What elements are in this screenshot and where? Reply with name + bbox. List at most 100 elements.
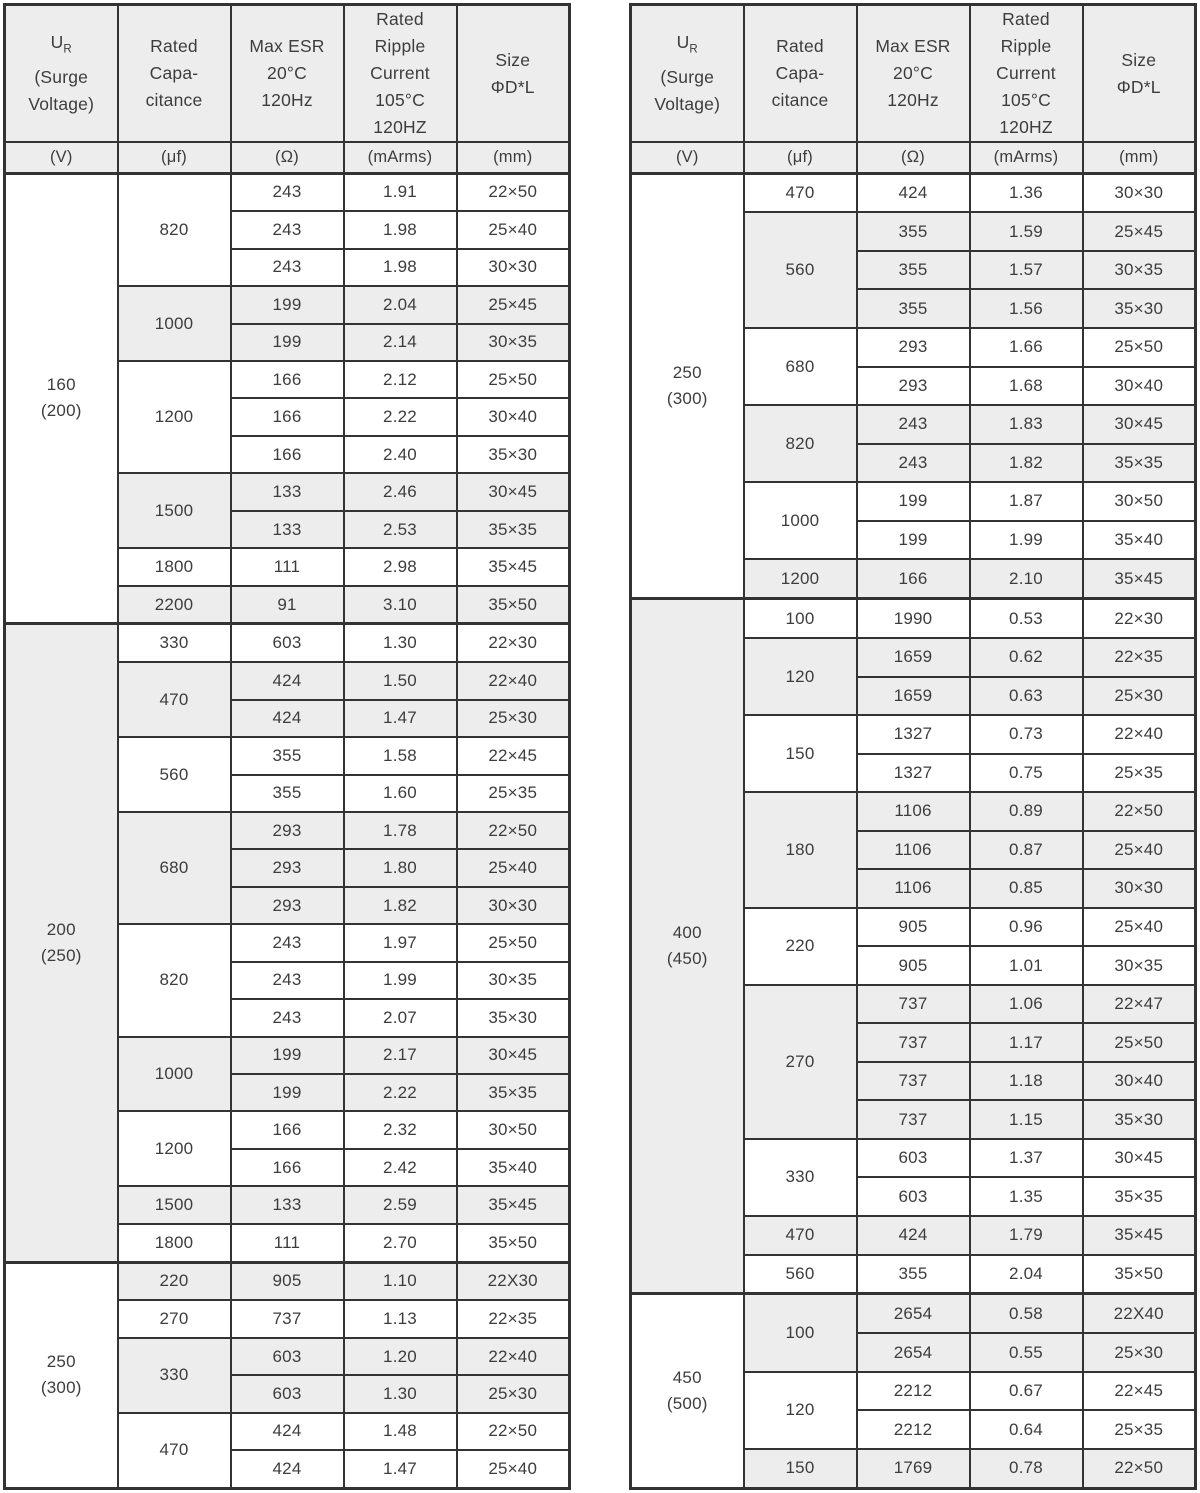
ur-symbol: UR — [50, 32, 72, 56]
col-header-voltage-label: (Surge Voltage) — [28, 66, 95, 114]
ripple-current-cell: 1.83 — [968, 404, 1084, 445]
esr-cell: 166 — [229, 434, 345, 475]
size-cell: 35×35 — [1081, 442, 1197, 484]
ripple-current-cell: 1.47 — [342, 1449, 458, 1490]
ripple-current-cell: 0.78 — [968, 1447, 1084, 1490]
table-row: 1659 0.63 25×30 — [631, 675, 1197, 717]
capacitance-cell: 470 — [116, 661, 232, 739]
esr-cell: 166 — [229, 1110, 345, 1150]
col-header-voltage: UR (Surge Voltage) — [629, 3, 745, 143]
table-row: 166 2.22 30×40 — [5, 397, 571, 437]
capacitance-cell: 470 — [742, 171, 858, 214]
ripple-current-cell: 0.64 — [968, 1409, 1084, 1450]
size-cell: 22X30 — [455, 1260, 571, 1302]
voltage-cell: 400 (450) — [629, 597, 745, 1295]
capacitance-cell: 180 — [742, 791, 858, 909]
size-cell: 35×45 — [455, 1185, 571, 1225]
ripple-current-cell: 1.80 — [342, 848, 458, 888]
ripple-current-cell: 2.40 — [342, 434, 458, 475]
size-cell: 35×40 — [1081, 519, 1197, 561]
ripple-current-cell: 1.48 — [342, 1411, 458, 1452]
table-row: 1000 199 2.17 30×45 — [5, 1035, 571, 1113]
table-row: 737 1.15 35×30 — [631, 1099, 1197, 1140]
capacitance-cell: 680 — [742, 326, 858, 407]
size-cell: 35×50 — [1081, 1253, 1197, 1295]
esr-cell: 1659 — [855, 675, 971, 717]
size-cell: 22×50 — [1081, 1447, 1197, 1490]
esr-cell: 243 — [229, 171, 345, 213]
capacitance-cell: 1200 — [116, 1110, 232, 1188]
ripple-current-cell: 1.99 — [968, 519, 1084, 561]
table-row: 470 424 1.50 22×40 — [5, 661, 571, 739]
ripple-current-cell: 2.22 — [342, 1073, 458, 1113]
ripple-current-cell: 3.10 — [342, 584, 458, 625]
size-cell: 25×50 — [455, 360, 571, 400]
size-cell: 22×50 — [1081, 791, 1197, 832]
table-row: 199 2.14 30×35 — [5, 322, 571, 363]
capacitance-cell: 820 — [116, 171, 232, 288]
table-row: 243 1.99 30×35 — [5, 960, 571, 1001]
unit-size: (mm) — [1081, 141, 1197, 174]
ripple-current-cell: 1.15 — [968, 1099, 1084, 1140]
unit-capacitance: (μf) — [116, 141, 232, 174]
esr-cell: 91 — [229, 584, 345, 625]
capacitance-cell: 1000 — [116, 285, 232, 363]
ripple-current-cell: 1.35 — [968, 1176, 1084, 1217]
esr-cell: 1769 — [855, 1447, 971, 1490]
esr-cell: 603 — [855, 1176, 971, 1217]
capacitance-cell: 1800 — [116, 1222, 232, 1264]
ripple-current-cell: 0.62 — [968, 637, 1084, 678]
table-row: 293 1.80 25×40 — [5, 848, 571, 888]
table-row: 330 603 1.20 22×40 — [5, 1336, 571, 1414]
esr-cell: 243 — [229, 210, 345, 250]
size-cell: 35×30 — [455, 434, 571, 475]
ripple-current-cell: 1.87 — [968, 481, 1084, 522]
esr-cell: 905 — [229, 1260, 345, 1302]
size-cell: 35×40 — [455, 1147, 571, 1188]
esr-cell: 243 — [229, 247, 345, 288]
capacitance-cell: 100 — [742, 597, 858, 640]
esr-cell: 1106 — [855, 791, 971, 832]
esr-cell: 424 — [229, 698, 345, 739]
size-cell: 25×30 — [1081, 1332, 1197, 1373]
size-cell: 30×35 — [1081, 945, 1197, 986]
ur-symbol: UR — [676, 32, 698, 56]
esr-cell: 737 — [855, 1099, 971, 1140]
table-row: 160 (200) 820 243 1.91 22×50 — [3, 171, 571, 625]
ripple-current-cell: 0.96 — [968, 906, 1084, 948]
table-row: 180 1106 0.89 22×50 — [631, 791, 1197, 909]
unit-esr: (Ω) — [229, 141, 345, 174]
table-row: 905 1.01 30×35 — [631, 945, 1197, 986]
esr-cell: 293 — [855, 327, 971, 368]
size-cell: 30×30 — [455, 247, 571, 288]
table-row: 820 243 1.97 25×50 — [5, 923, 571, 1038]
esr-cell: 737 — [855, 1022, 971, 1063]
size-cell: 25×35 — [1081, 1409, 1197, 1450]
ripple-current-cell: 1.50 — [342, 661, 458, 701]
unit-voltage: (V) — [629, 141, 745, 174]
capacitance-cell: 220 — [742, 906, 858, 986]
size-cell: 25×40 — [455, 1449, 571, 1490]
capacitance-cell: 2200 — [116, 584, 232, 625]
col-header-ripple-current: Rated Ripple Current 105°C 120HZ — [968, 3, 1084, 143]
ripple-current-cell: 1.06 — [968, 983, 1084, 1025]
ripple-current-cell: 1.60 — [342, 773, 458, 813]
esr-cell: 1327 — [855, 714, 971, 755]
ripple-current-cell: 0.87 — [968, 829, 1084, 871]
size-cell: 35×30 — [455, 998, 571, 1038]
capacitance-cell: 150 — [742, 714, 858, 794]
ripple-current-cell: 0.63 — [968, 675, 1084, 717]
esr-cell: 166 — [855, 558, 971, 600]
esr-cell: 133 — [229, 1185, 345, 1225]
esr-cell: 737 — [855, 1060, 971, 1102]
ripple-current-cell: 2.04 — [342, 285, 458, 325]
col-header-capacitance: Rated Capa- citance — [742, 3, 858, 143]
capacitance-cell: 1500 — [116, 1185, 232, 1225]
size-cell: 35×45 — [1081, 1214, 1197, 1256]
esr-cell: 2654 — [855, 1332, 971, 1373]
size-cell: 22X40 — [1081, 1292, 1197, 1335]
table-row: 1000 199 1.87 30×50 — [631, 481, 1197, 561]
size-cell: 30×45 — [455, 472, 571, 512]
ripple-current-cell: 1.97 — [342, 923, 458, 963]
esr-cell: 2212 — [855, 1409, 971, 1450]
